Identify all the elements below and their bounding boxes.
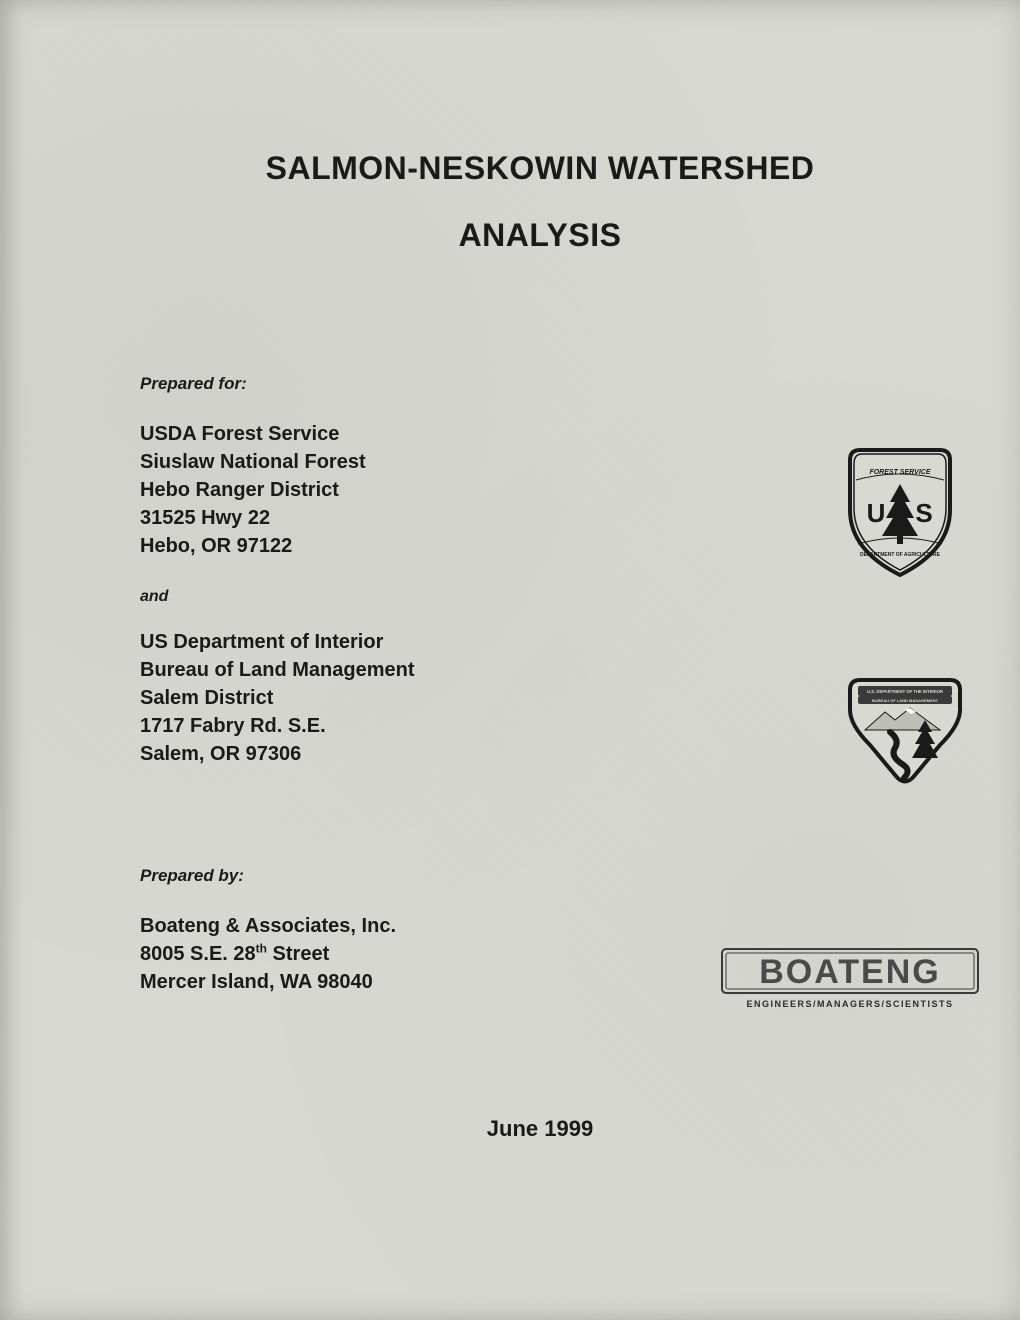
usfs-shield-icon: FOREST SERVICE U S DEPARTMENT OF AGRICUL… xyxy=(840,440,960,585)
svg-text:BUREAU OF LAND MANAGEMENT: BUREAU OF LAND MANAGEMENT xyxy=(872,698,939,703)
agency1-line2: Siuslaw National Forest xyxy=(140,448,940,476)
svg-text:U: U xyxy=(867,498,886,528)
agency1-line1: USDA Forest Service xyxy=(140,420,940,448)
agency1-block: USDA Forest Service Siuslaw National For… xyxy=(140,420,940,560)
agency1-line4: 31525 Hwy 22 xyxy=(140,504,940,532)
svg-text:DEPARTMENT OF AGRICULTURE: DEPARTMENT OF AGRICULTURE xyxy=(860,552,941,558)
blm-triangle-icon: U.S. DEPARTMENT OF THE INTERIOR BUREAU O… xyxy=(840,670,960,795)
svg-text:ENGINEERS/MANAGERS/SCIENTISTS: ENGINEERS/MANAGERS/SCIENTISTS xyxy=(746,999,953,1009)
agency2-block: US Department of Interior Bureau of Land… xyxy=(140,628,940,768)
prepared-by-label: Prepared by: xyxy=(140,866,940,886)
svg-text:S: S xyxy=(915,498,932,528)
agency2-line2: Bureau of Land Management xyxy=(140,656,940,684)
prepared-for-label: Prepared for: xyxy=(140,374,940,394)
boateng-logo-icon: BOATENG ENGINEERS/MANAGERS/SCIENTISTS xyxy=(720,945,980,1020)
svg-text:U.S. DEPARTMENT OF THE INTERIO: U.S. DEPARTMENT OF THE INTERIOR xyxy=(867,689,943,694)
document-title-line2: ANALYSIS xyxy=(140,217,940,254)
agency2-line3: Salem District xyxy=(140,684,940,712)
document-date: June 1999 xyxy=(140,1116,940,1142)
agency2-line4: 1717 Fabry Rd. S.E. xyxy=(140,712,940,740)
agency1-line5: Hebo, OR 97122 xyxy=(140,532,940,560)
agency2-line5: Salem, OR 97306 xyxy=(140,740,940,768)
document-title-line1: SALMON-NESKOWIN WATERSHED xyxy=(140,150,940,187)
agency1-line3: Hebo Ranger District xyxy=(140,476,940,504)
svg-text:FOREST SERVICE: FOREST SERVICE xyxy=(869,469,930,476)
agency2-line1: US Department of Interior xyxy=(140,628,940,656)
preparer-line2b: Street xyxy=(267,943,329,965)
preparer-line2-sup: th xyxy=(256,941,267,955)
and-label: and xyxy=(140,588,940,606)
preparer-line2a: 8005 S.E. 28 xyxy=(140,943,256,965)
preparer-line1: Boateng & Associates, Inc. xyxy=(140,912,940,940)
svg-text:BOATENG: BOATENG xyxy=(759,953,940,991)
